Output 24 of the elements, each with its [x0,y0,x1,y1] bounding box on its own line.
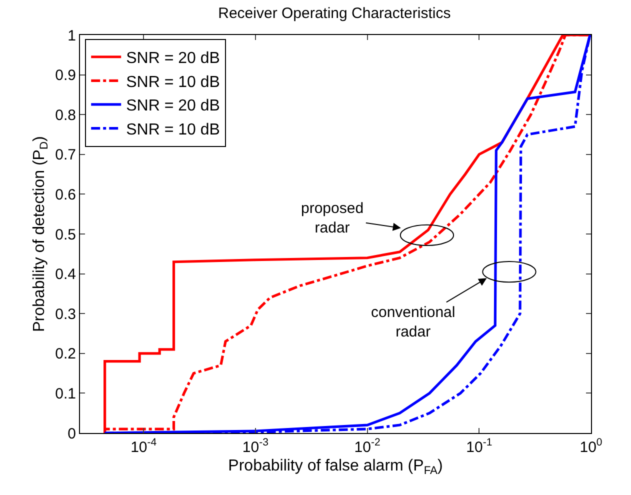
y-tick-label: 0.5 [55,226,76,244]
legend-label: SNR = 20 dB [126,50,220,68]
y-tick-label: 0.1 [55,385,76,402]
y-tick-label: 0.6 [55,186,76,204]
chart-title: Receiver Operating Characteristics [218,4,451,22]
x-tick-label: 10$^{-4}$ [130,436,157,456]
legend-label: SNR = 20 dB [126,98,220,115]
y-tick-label: 0.8 [55,106,76,124]
annotation: conventional radar [371,304,456,340]
x-tick-label: 10$^{-2}$ [354,436,380,456]
y-tick-label: 0.3 [55,306,76,323]
legend-label: SNR = 10 dB [126,122,220,139]
x-tick-label: 10$^{0}$ [580,436,602,456]
annotation: proposed radar [301,200,364,236]
y-tick-label: 0.7 [55,146,76,164]
y-tick-label: 0.9 [55,67,76,84]
x-axis-title: Probability of false alarm (P$_{FA}$) [228,458,443,478]
x-tick-label: 10$^{-3}$ [242,436,269,456]
y-tick-label: 1 [68,27,76,44]
x-tick-label: 10$^{-1}$ [466,436,492,456]
y-tick-label: 0.2 [55,346,76,363]
y-tick-label: 0.4 [55,266,76,284]
legend-label: SNR = 10 dB [126,74,220,91]
y-tick-label: 0 [68,425,76,442]
